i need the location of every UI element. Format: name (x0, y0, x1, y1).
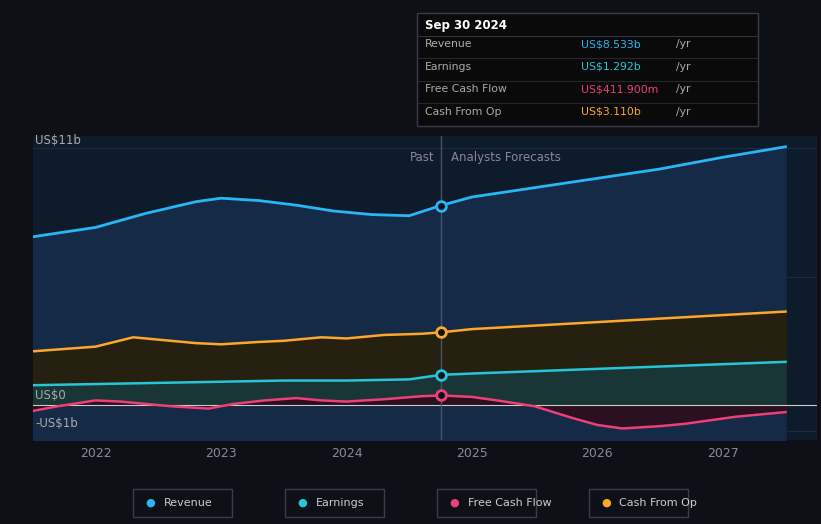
Text: Cash From Op: Cash From Op (620, 498, 697, 508)
Text: US$11b: US$11b (35, 134, 81, 147)
Text: /yr: /yr (676, 39, 690, 49)
Text: ●: ● (601, 498, 611, 508)
Text: Free Cash Flow: Free Cash Flow (425, 84, 507, 94)
Text: US$411.900m: US$411.900m (581, 84, 658, 94)
Text: Cash From Op: Cash From Op (425, 107, 502, 117)
Text: Revenue: Revenue (163, 498, 213, 508)
Text: /yr: /yr (676, 107, 690, 117)
Text: ●: ● (450, 498, 459, 508)
Text: Earnings: Earnings (315, 498, 365, 508)
Text: Analysts Forecasts: Analysts Forecasts (451, 151, 561, 164)
Text: US$8.533b: US$8.533b (581, 39, 641, 49)
Text: US$1.292b: US$1.292b (581, 62, 641, 72)
Text: ●: ● (297, 498, 307, 508)
Text: ●: ● (146, 498, 155, 508)
Text: Earnings: Earnings (425, 62, 472, 72)
Text: Sep 30 2024: Sep 30 2024 (425, 19, 507, 32)
Text: Free Cash Flow: Free Cash Flow (468, 498, 551, 508)
Text: US$3.110b: US$3.110b (581, 107, 641, 117)
Text: Revenue: Revenue (425, 39, 473, 49)
Text: -US$1b: -US$1b (35, 417, 78, 430)
Text: Past: Past (410, 151, 434, 164)
Text: US$0: US$0 (35, 389, 67, 402)
Text: /yr: /yr (676, 84, 690, 94)
Text: /yr: /yr (676, 62, 690, 72)
